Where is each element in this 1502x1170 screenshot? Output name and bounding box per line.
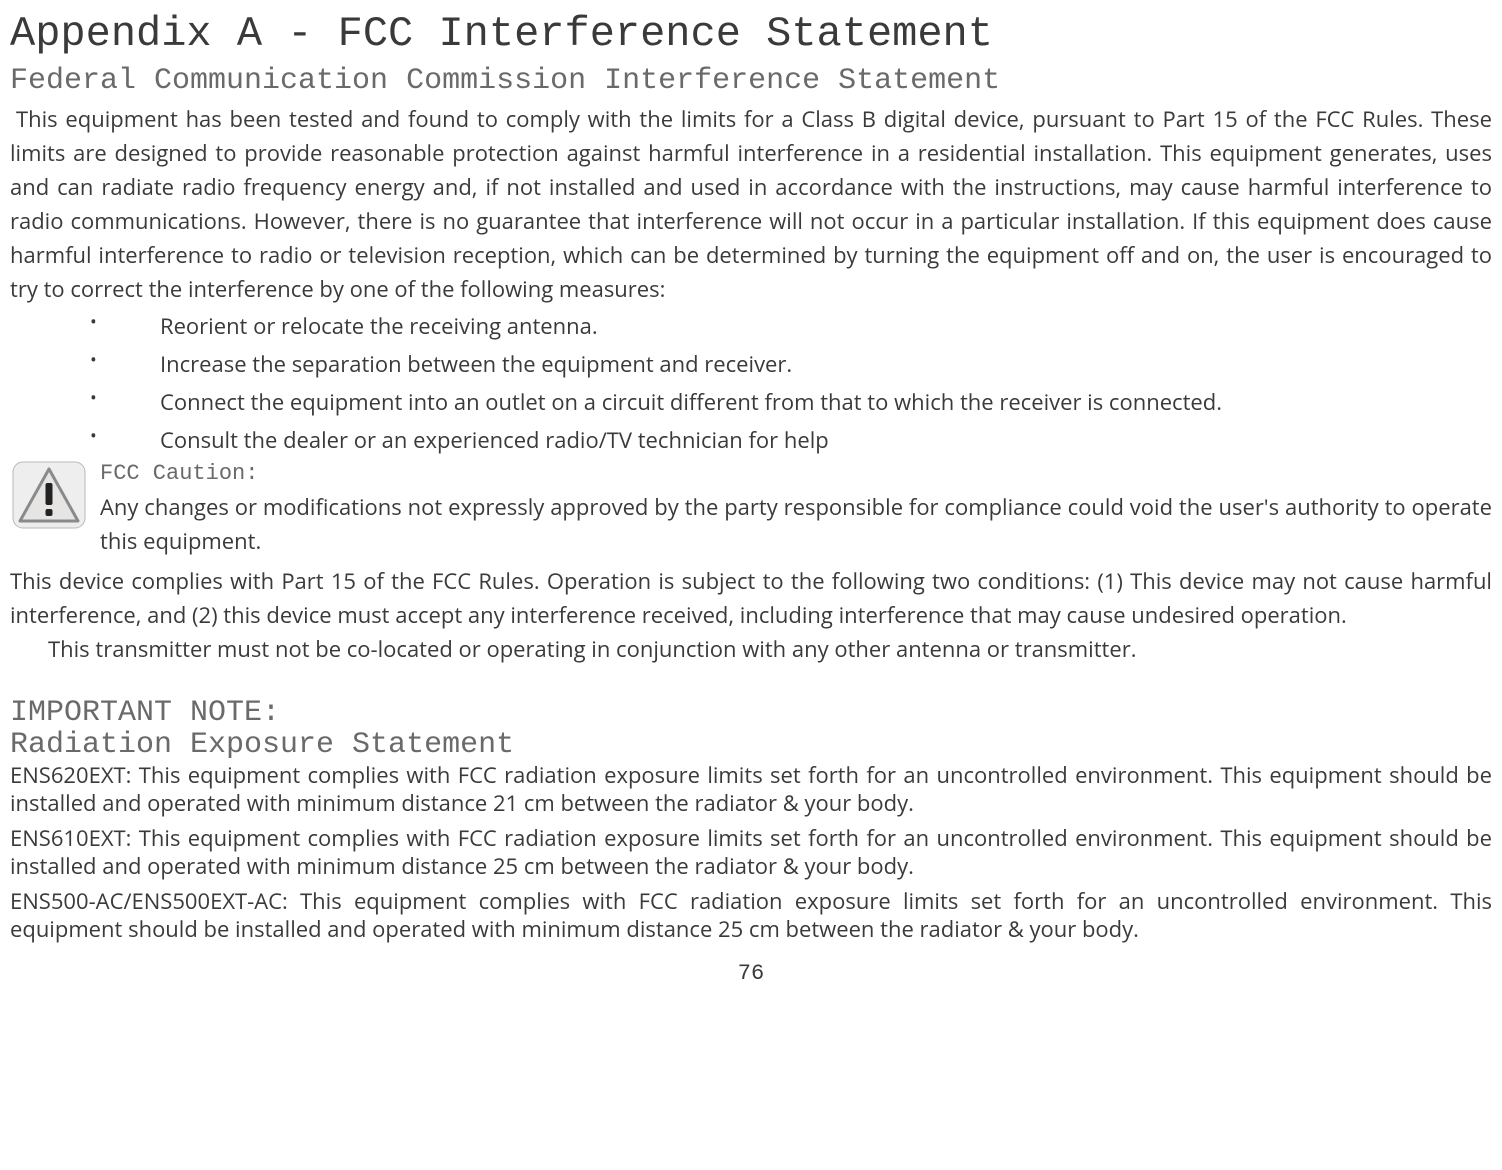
radiation-paragraph: ENS500-AC/ENS500EXT-AC: This equipment c… (10, 888, 1492, 943)
fcc-caution-block: FCC Caution: Any changes or modification… (10, 461, 1492, 558)
page-number: 76 (10, 961, 1492, 986)
fcc-statement-heading: Federal Communication Commission Interfe… (10, 64, 1492, 98)
measures-list: Reorient or relocate the receiving anten… (10, 309, 1492, 457)
transmitter-note: This transmitter must not be co-located … (10, 632, 1492, 666)
list-item: Connect the equipment into an outlet on … (90, 385, 1492, 419)
radiation-exposure-heading: Radiation Exposure Statement (10, 728, 1492, 762)
radiation-paragraph: ENS620EXT: This equipment complies with … (10, 762, 1492, 817)
fcc-caution-body: Any changes or modifications not express… (100, 490, 1492, 558)
part15-compliance-paragraph: This device complies with Part 15 of the… (10, 564, 1492, 632)
caution-icon (12, 461, 86, 531)
important-note-heading: IMPORTANT NOTE: (10, 696, 1492, 730)
list-item: Reorient or relocate the receiving anten… (90, 309, 1492, 343)
appendix-title: Appendix A - FCC Interference Statement (10, 10, 1492, 58)
radiation-paragraph: ENS610EXT: This equipment complies with … (10, 825, 1492, 880)
list-item: Increase the separation between the equi… (90, 347, 1492, 381)
intro-paragraph: This equipment has been tested and found… (10, 102, 1492, 307)
list-item: Consult the dealer or an experienced rad… (90, 423, 1492, 457)
fcc-caution-label: FCC Caution: (100, 461, 1492, 486)
